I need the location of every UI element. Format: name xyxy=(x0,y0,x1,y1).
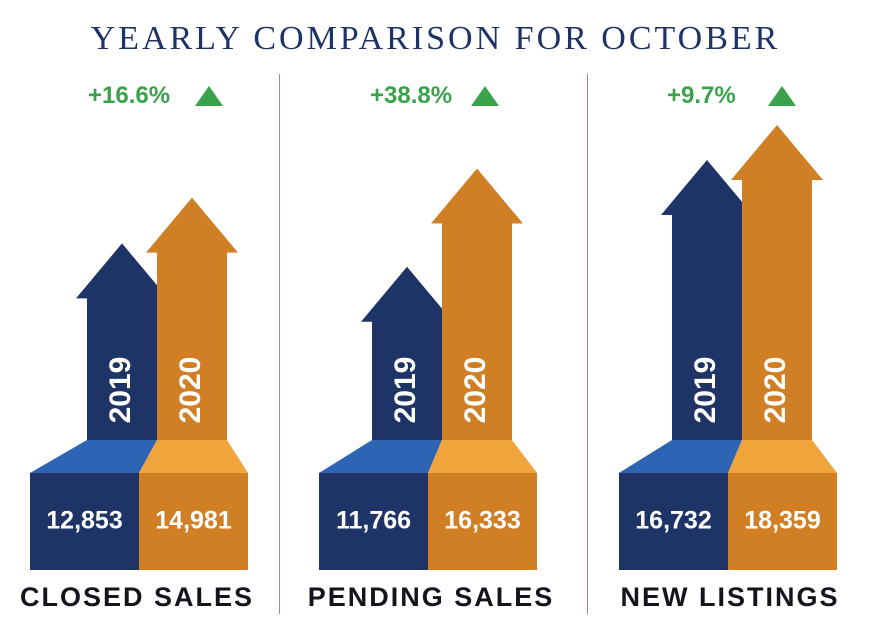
pedestal-top-closed-sales-2019 xyxy=(30,440,157,473)
year-label-closed-sales-2019: 2019 xyxy=(104,357,137,424)
up-triangle-icon xyxy=(471,86,499,106)
arrow-closed-sales-2020 xyxy=(146,197,238,440)
pedestal-top-pending-sales-2019 xyxy=(319,440,442,473)
pedestal-pending-sales-2020 xyxy=(428,473,537,570)
change-new-listings: +9.7% xyxy=(667,82,736,109)
value-label-closed-sales-2019: 12,853 xyxy=(46,507,122,535)
year-label-pending-sales-2019: 2019 xyxy=(389,357,422,424)
arrow-new-listings-2020 xyxy=(731,125,823,440)
value-label-pending-sales-2019: 11,766 xyxy=(336,507,411,535)
arrow-pending-sales-2020 xyxy=(431,168,523,440)
divider-2 xyxy=(587,74,588,614)
arrow-new-listings-2019 xyxy=(661,159,753,440)
group-label-new-listings: NEW LISTINGS xyxy=(620,582,840,612)
value-label-closed-sales-2020: 14,981 xyxy=(155,507,232,535)
pedestal-top-new-listings-2020 xyxy=(728,440,837,473)
pedestal-closed-sales-2019 xyxy=(30,473,139,570)
value-label-new-listings-2020: 18,359 xyxy=(744,507,820,535)
change-pending-sales: +38.8% xyxy=(370,82,453,109)
arrow-closed-sales-2019 xyxy=(76,243,168,440)
value-label-new-listings-2019: 16,732 xyxy=(635,507,711,535)
pedestal-closed-sales-2020 xyxy=(139,473,248,570)
year-label-new-listings-2020: 2020 xyxy=(759,357,792,424)
group-label-closed-sales: CLOSED SALES xyxy=(19,582,255,612)
arrow-pending-sales-2019 xyxy=(361,266,453,440)
change-closed-sales: +16.6% xyxy=(88,82,171,109)
pedestal-top-new-listings-2019 xyxy=(619,440,742,473)
year-label-pending-sales-2020: 2020 xyxy=(459,357,492,424)
pedestal-pending-sales-2019 xyxy=(319,473,428,570)
pedestal-new-listings-2019 xyxy=(619,473,728,570)
pedestal-top-closed-sales-2020 xyxy=(139,440,248,473)
divider-1 xyxy=(279,74,280,614)
year-label-new-listings-2019: 2019 xyxy=(689,357,722,424)
pedestal-top-pending-sales-2020 xyxy=(428,440,537,473)
group-label-pending-sales: PENDING SALES xyxy=(307,582,555,612)
pedestal-new-listings-2020 xyxy=(728,473,837,570)
chart-title: YEARLY COMPARISON FOR OCTOBER xyxy=(90,20,781,57)
year-label-closed-sales-2020: 2020 xyxy=(174,357,207,424)
up-triangle-icon xyxy=(768,86,796,106)
up-triangle-icon xyxy=(195,86,223,106)
value-label-pending-sales-2020: 16,333 xyxy=(444,507,520,535)
